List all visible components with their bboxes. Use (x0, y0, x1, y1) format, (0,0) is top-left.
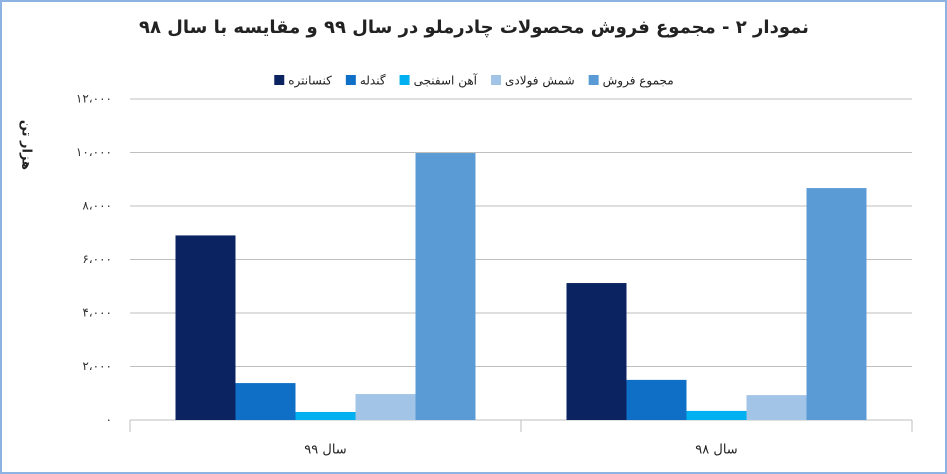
legend-swatch (399, 75, 410, 85)
bar (235, 383, 296, 420)
y-tick-label: ۸،۰۰۰ (82, 199, 112, 213)
chart-title: نمودار ۲ - مجموع فروش محصولات چادرملو در… (139, 17, 809, 38)
x-tick-label: سال ۹۸ (695, 443, 737, 458)
bar (806, 188, 867, 420)
y-tick-label: ۴،۰۰۰ (82, 306, 112, 320)
y-tick-label: ۰ (106, 413, 112, 427)
legend-label: کنسانتره (288, 74, 332, 89)
y-tick-label: ۱۲،۰۰۰ (76, 92, 112, 106)
legend-label: گندله (360, 74, 386, 88)
legend-label: شمش فولادی (505, 74, 575, 89)
legend-swatch (588, 75, 599, 85)
legend-swatch (345, 75, 356, 85)
y-tick-label: ۶،۰۰۰ (82, 252, 112, 266)
bar (295, 411, 356, 420)
bar (746, 395, 807, 420)
bar (175, 235, 236, 420)
bar (626, 379, 687, 420)
bar (415, 153, 476, 420)
x-tick-label: سال ۹۹ (304, 443, 346, 458)
legend-swatch (274, 75, 285, 85)
y-tick-label: ۲،۰۰۰ (82, 359, 112, 373)
bar (566, 283, 627, 420)
legend-label: مجموع فروش (603, 74, 674, 89)
y-axis-label: هزار تن (19, 120, 34, 170)
bar (686, 410, 747, 420)
bar (355, 394, 416, 420)
legend-swatch (491, 75, 502, 85)
legend-label: آهن اسفنجی (414, 73, 478, 89)
y-tick-label: ۱۰،۰۰۰ (76, 145, 112, 159)
